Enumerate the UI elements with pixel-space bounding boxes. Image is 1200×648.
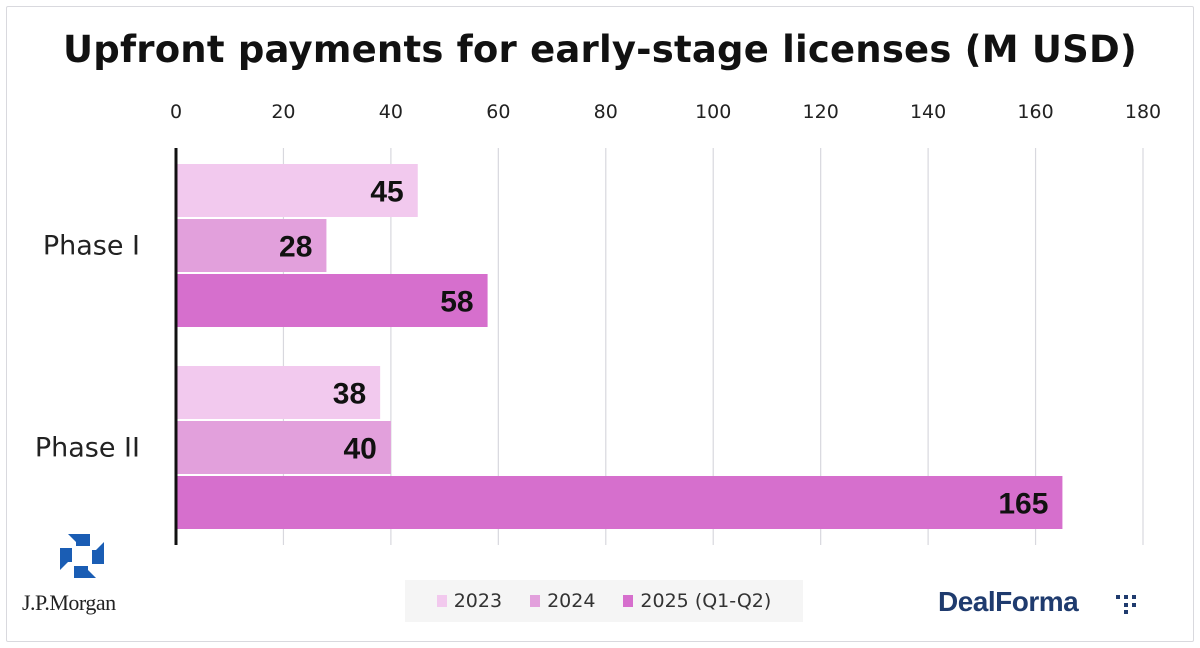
bar <box>176 476 1063 529</box>
category-label: Phase I <box>43 231 140 262</box>
x-tick-label: 40 <box>379 101 403 123</box>
x-tick-label: 60 <box>486 101 510 123</box>
dealforma-logo: DealForma <box>938 586 1079 617</box>
x-axis-ticks: 0 20 40 60 80 100 120 140 160 180 <box>170 101 1161 123</box>
bars: 45 28 58 38 40 165 <box>176 164 1063 529</box>
category-label: Phase II <box>35 433 140 464</box>
bar <box>176 219 327 272</box>
legend-swatch <box>530 595 541 607</box>
jpmorgan-logo: J.P.Morgan <box>22 528 142 620</box>
x-tick-label: 120 <box>803 101 839 123</box>
jpmorgan-octagon-icon <box>60 534 104 578</box>
bar <box>176 164 418 217</box>
x-tick-label: 0 <box>170 101 182 123</box>
x-tick-label: 80 <box>594 101 618 123</box>
x-tick-label: 180 <box>1125 101 1161 123</box>
legend-item-2025: 2025 (Q1-Q2) <box>623 590 771 612</box>
jpmorgan-wordmark: J.P.Morgan <box>22 590 116 615</box>
bar <box>176 366 381 419</box>
dots-icon <box>1116 595 1136 614</box>
bar <box>176 274 488 327</box>
bar-value-label: 40 <box>344 433 377 466</box>
bar-value-label: 45 <box>370 176 403 209</box>
bar-value-label: 38 <box>333 378 366 411</box>
bar-value-label: 28 <box>279 231 312 264</box>
bar-value-label: 165 <box>998 488 1048 521</box>
legend-swatch <box>623 595 634 607</box>
category-labels: Phase I Phase II <box>35 231 140 464</box>
legend-item-2024: 2024 <box>530 590 595 612</box>
x-tick-label: 100 <box>695 101 731 123</box>
legend-label: 2023 <box>453 590 503 612</box>
legend-item-2023: 2023 <box>436 590 503 612</box>
legend-label: 2024 <box>547 590 596 612</box>
legend-swatch <box>436 595 447 607</box>
chart-title: Upfront payments for early-stage license… <box>63 28 1137 71</box>
legend: 2023 2024 2025 (Q1-Q2) <box>405 580 803 622</box>
legend-label: 2025 (Q1-Q2) <box>640 590 772 612</box>
x-tick-label: 140 <box>910 101 946 123</box>
bar <box>176 421 391 474</box>
x-tick-label: 20 <box>271 101 295 123</box>
bar-value-label: 58 <box>440 286 473 319</box>
x-tick-label: 160 <box>1017 101 1053 123</box>
